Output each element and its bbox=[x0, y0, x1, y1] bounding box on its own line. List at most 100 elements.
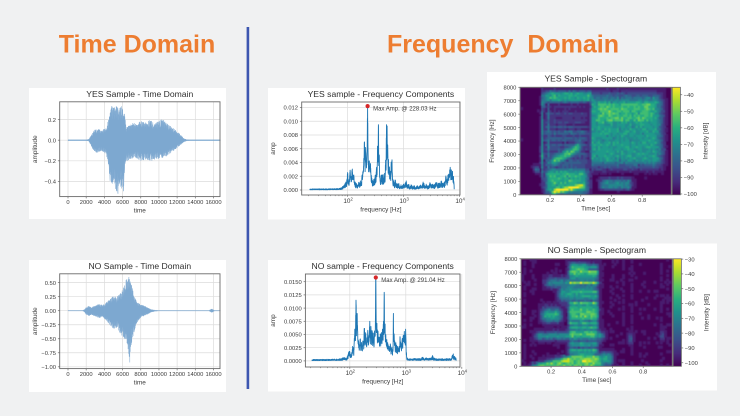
svg-text:8000: 8000 bbox=[504, 257, 517, 263]
svg-text:4000: 4000 bbox=[504, 311, 517, 317]
svg-text:Max Amp. @ 228.03 Hz: Max Amp. @ 228.03 Hz bbox=[373, 107, 436, 113]
svg-text:102: 102 bbox=[346, 368, 356, 377]
svg-text:NO Sample - Time Domain: NO Sample - Time Domain bbox=[88, 261, 191, 271]
svg-text:0.0150: 0.0150 bbox=[284, 280, 302, 286]
svg-text:103: 103 bbox=[399, 196, 409, 205]
svg-text:4000: 4000 bbox=[98, 200, 111, 206]
svg-text:0.2: 0.2 bbox=[546, 198, 554, 204]
svg-text:0.4: 0.4 bbox=[578, 370, 587, 376]
svg-text:2000: 2000 bbox=[80, 372, 93, 378]
svg-text:time: time bbox=[134, 380, 147, 387]
svg-text:Time [sec]: Time [sec] bbox=[582, 377, 611, 384]
svg-text:0.002: 0.002 bbox=[283, 174, 298, 180]
svg-text:0.010: 0.010 bbox=[283, 120, 298, 126]
svg-text:6000: 6000 bbox=[116, 372, 129, 378]
svg-text:10000: 10000 bbox=[151, 372, 167, 378]
svg-text:0.008: 0.008 bbox=[283, 133, 298, 139]
svg-text:Time [sec]: Time [sec] bbox=[581, 206, 610, 213]
svg-text:−70: −70 bbox=[684, 143, 694, 149]
svg-text:−0.75: −0.75 bbox=[41, 351, 56, 357]
svg-text:0.0: 0.0 bbox=[48, 138, 56, 144]
svg-text:5000: 5000 bbox=[503, 126, 516, 132]
svg-text:frequency [Hz]: frequency [Hz] bbox=[360, 207, 401, 214]
svg-text:−60: −60 bbox=[685, 302, 695, 308]
svg-text:6000: 6000 bbox=[116, 200, 129, 206]
svg-text:8000: 8000 bbox=[503, 86, 516, 92]
svg-text:−40: −40 bbox=[684, 93, 694, 99]
svg-text:−70: −70 bbox=[685, 317, 695, 323]
svg-text:Frequency [Hz]: Frequency [Hz] bbox=[490, 291, 497, 335]
svg-text:0.012: 0.012 bbox=[283, 106, 298, 112]
svg-text:0.25: 0.25 bbox=[45, 295, 56, 301]
svg-text:0.2: 0.2 bbox=[547, 370, 555, 376]
svg-text:0.00: 0.00 bbox=[45, 309, 56, 315]
svg-text:amp: amp bbox=[270, 314, 277, 327]
svg-text:8000: 8000 bbox=[134, 200, 147, 206]
svg-text:amplitude: amplitude bbox=[32, 307, 39, 335]
svg-text:−80: −80 bbox=[685, 331, 695, 337]
svg-text:−100: −100 bbox=[685, 361, 698, 367]
svg-text:0.000: 0.000 bbox=[283, 188, 298, 194]
svg-text:0.8: 0.8 bbox=[638, 198, 646, 204]
svg-text:0.0025: 0.0025 bbox=[284, 346, 302, 352]
svg-text:6000: 6000 bbox=[504, 284, 517, 290]
svg-text:12000: 12000 bbox=[169, 372, 185, 378]
svg-text:0.2: 0.2 bbox=[48, 118, 56, 124]
svg-text:−1.00: −1.00 bbox=[41, 365, 56, 371]
svg-text:104: 104 bbox=[455, 196, 465, 205]
svg-text:−80: −80 bbox=[684, 159, 694, 165]
svg-text:0.0050: 0.0050 bbox=[284, 333, 302, 339]
svg-text:−0.50: −0.50 bbox=[41, 337, 56, 343]
svg-text:2000: 2000 bbox=[503, 166, 516, 172]
svg-text:1000: 1000 bbox=[503, 180, 516, 186]
svg-text:0.0100: 0.0100 bbox=[284, 306, 302, 312]
svg-text:YES Sample - Time Domain: YES Sample - Time Domain bbox=[86, 89, 193, 99]
svg-text:4000: 4000 bbox=[503, 139, 516, 145]
svg-text:0.0075: 0.0075 bbox=[284, 320, 302, 326]
svg-text:0: 0 bbox=[514, 365, 517, 371]
svg-text:7000: 7000 bbox=[504, 270, 517, 276]
svg-text:3000: 3000 bbox=[503, 153, 516, 159]
svg-text:0.6: 0.6 bbox=[608, 370, 616, 376]
svg-text:0.50: 0.50 bbox=[45, 281, 56, 287]
svg-text:102: 102 bbox=[343, 196, 353, 205]
svg-text:6000: 6000 bbox=[503, 112, 516, 118]
svg-text:2000: 2000 bbox=[504, 338, 517, 344]
svg-text:7000: 7000 bbox=[503, 99, 516, 105]
svg-text:0.004: 0.004 bbox=[283, 161, 298, 167]
svg-text:10000: 10000 bbox=[151, 200, 167, 206]
svg-text:4000: 4000 bbox=[98, 372, 111, 378]
svg-text:0.0125: 0.0125 bbox=[284, 293, 302, 299]
svg-text:NO sample - Frequency Componen: NO sample - Frequency Components bbox=[312, 261, 454, 271]
svg-text:−0.2: −0.2 bbox=[45, 159, 56, 165]
svg-text:0.4: 0.4 bbox=[577, 198, 586, 204]
svg-text:0.6: 0.6 bbox=[607, 198, 615, 204]
svg-text:0.0000: 0.0000 bbox=[284, 359, 302, 365]
svg-text:0: 0 bbox=[66, 372, 69, 378]
svg-text:14000: 14000 bbox=[187, 200, 203, 206]
svg-text:0: 0 bbox=[66, 200, 69, 206]
svg-text:104: 104 bbox=[458, 368, 468, 377]
svg-text:−90: −90 bbox=[684, 176, 694, 182]
svg-text:0: 0 bbox=[513, 193, 516, 199]
svg-text:−60: −60 bbox=[684, 126, 694, 132]
svg-text:−100: −100 bbox=[684, 192, 697, 198]
svg-text:frequency [Hz]: frequency [Hz] bbox=[362, 379, 403, 386]
svg-text:−0.25: −0.25 bbox=[41, 323, 56, 329]
svg-text:−30: −30 bbox=[685, 257, 695, 263]
svg-text:3000: 3000 bbox=[504, 324, 517, 330]
svg-text:16000: 16000 bbox=[205, 372, 221, 378]
svg-text:12000: 12000 bbox=[169, 200, 185, 206]
svg-text:amp: amp bbox=[270, 142, 277, 155]
svg-text:Frequency [Hz]: Frequency [Hz] bbox=[489, 119, 496, 163]
svg-text:−50: −50 bbox=[685, 287, 695, 293]
svg-text:103: 103 bbox=[402, 368, 412, 377]
svg-text:14000: 14000 bbox=[187, 372, 203, 378]
svg-text:Intensity [dB]: Intensity [dB] bbox=[703, 122, 710, 159]
svg-text:−40: −40 bbox=[685, 272, 695, 278]
svg-text:−0.4: −0.4 bbox=[45, 180, 57, 186]
svg-text:Max Amp. @ 291.04 Hz: Max Amp. @ 291.04 Hz bbox=[381, 278, 444, 284]
svg-text:−90: −90 bbox=[685, 346, 695, 352]
svg-text:YES Sample - Spectogram: YES Sample - Spectogram bbox=[544, 74, 647, 84]
svg-text:NO Sample - Spectogram: NO Sample - Spectogram bbox=[548, 245, 646, 255]
